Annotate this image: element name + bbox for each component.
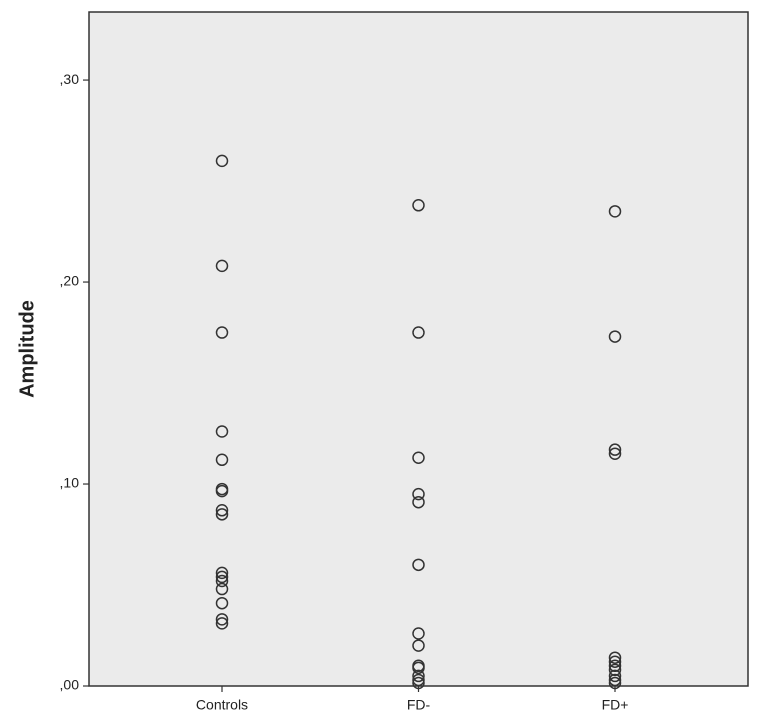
point	[608, 330, 622, 343]
point	[215, 574, 229, 588]
point	[608, 663, 622, 677]
y-tick-label: ,30	[60, 71, 80, 87]
y-tick-label: ,10	[60, 475, 80, 491]
y-tick-label: ,20	[60, 273, 80, 289]
point	[215, 508, 229, 521]
point	[215, 582, 229, 596]
point	[215, 566, 229, 580]
y-tick-label: ,00	[60, 677, 80, 693]
x-tick-label: FD+	[602, 697, 629, 713]
point	[608, 443, 622, 456]
point	[608, 673, 622, 687]
point	[412, 673, 425, 687]
point	[608, 676, 622, 690]
point	[412, 627, 425, 640]
point	[608, 669, 622, 683]
point	[412, 495, 425, 509]
x-tick-label: FD-	[407, 697, 431, 713]
plot-area	[88, 11, 749, 687]
point	[215, 425, 229, 438]
point	[412, 558, 425, 572]
point	[215, 613, 229, 626]
point	[412, 661, 425, 675]
point	[215, 570, 229, 584]
point	[412, 326, 425, 339]
point	[412, 199, 425, 212]
point	[215, 259, 229, 273]
point	[412, 669, 425, 683]
point	[608, 655, 622, 669]
point	[412, 451, 425, 465]
point	[215, 154, 229, 168]
point	[215, 453, 229, 467]
point	[608, 205, 622, 218]
y-axis-title: Amplitude	[16, 300, 38, 398]
point	[215, 504, 229, 517]
point	[608, 651, 622, 664]
point	[215, 326, 229, 339]
point	[215, 484, 229, 498]
point	[215, 596, 229, 610]
point	[608, 447, 622, 460]
point	[412, 487, 425, 501]
point	[608, 659, 622, 673]
x-tick-label: Controls	[196, 697, 248, 713]
point	[215, 617, 229, 630]
point	[412, 676, 425, 690]
point	[412, 639, 425, 652]
